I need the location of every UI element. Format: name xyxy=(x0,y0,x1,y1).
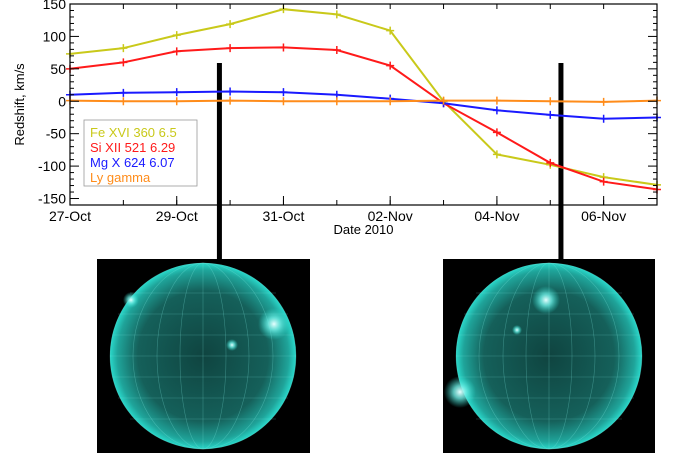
data-point xyxy=(279,43,288,52)
data-point xyxy=(386,61,395,70)
data-point xyxy=(226,44,235,53)
data-point xyxy=(492,150,501,159)
legend-entry: Fe XVI 360 6.5 xyxy=(90,125,177,140)
x-tick-label: 31-Oct xyxy=(262,208,304,224)
data-point xyxy=(332,97,341,106)
data-point xyxy=(332,10,341,19)
y-tick-label: -50 xyxy=(46,126,66,142)
x-tick-label: 02-Nov xyxy=(368,208,413,224)
data-point xyxy=(386,26,395,35)
data-point xyxy=(172,97,181,106)
data-point xyxy=(279,88,288,97)
y-tick-label: 0 xyxy=(58,93,66,109)
data-point xyxy=(226,20,235,29)
data-point xyxy=(546,97,555,106)
data-point xyxy=(599,114,608,123)
solar-image-left xyxy=(97,259,310,453)
series-3 xyxy=(66,87,661,123)
solar-image-right xyxy=(443,259,655,453)
data-point xyxy=(492,96,501,105)
data-point xyxy=(226,87,235,96)
y-tick-label: 150 xyxy=(43,0,67,12)
data-point xyxy=(492,128,501,137)
y-tick-label: -100 xyxy=(38,158,66,174)
legend-entry: Ly gamma xyxy=(90,170,151,185)
data-point xyxy=(119,88,128,97)
series-line xyxy=(69,90,658,120)
data-point xyxy=(546,158,555,167)
x-tick-label: 29-Oct xyxy=(156,208,198,224)
legend-entry: Si XII 521 6.29 xyxy=(90,140,175,155)
data-point xyxy=(386,97,395,106)
legend-box xyxy=(83,119,198,187)
series-line xyxy=(69,99,658,103)
y-tick-label: 100 xyxy=(43,28,67,44)
data-point xyxy=(546,110,555,119)
x-tick-label: 06-Nov xyxy=(581,208,626,224)
data-point xyxy=(172,88,181,97)
data-point xyxy=(599,177,608,186)
y-tick-label: -150 xyxy=(38,191,66,207)
data-point xyxy=(492,106,501,115)
legend-entry: Mg X 624 6.07 xyxy=(90,155,175,170)
y-axis-label: Redshift, km/s xyxy=(12,63,27,146)
x-tick-label: 04-Nov xyxy=(474,208,519,224)
x-axis-label: Date 2010 xyxy=(334,222,394,237)
data-point xyxy=(439,96,448,105)
marker-lines xyxy=(216,63,564,259)
data-point xyxy=(332,46,341,55)
x-tick-label: 27-Oct xyxy=(49,208,91,224)
series-line xyxy=(69,46,658,191)
data-point xyxy=(119,97,128,106)
data-point xyxy=(119,58,128,67)
data-point xyxy=(279,97,288,106)
plot-frame xyxy=(69,3,658,206)
data-point xyxy=(172,31,181,40)
data-point xyxy=(599,97,608,106)
y-tick-label: 50 xyxy=(50,61,66,77)
axes: 27-Oct 29-Oct 31-Oct 02-Nov 04-Nov 06-Nov -150… xyxy=(12,0,658,237)
data-point xyxy=(172,47,181,56)
data-point xyxy=(119,44,128,53)
series-4 xyxy=(66,96,661,106)
data-point xyxy=(226,96,235,105)
